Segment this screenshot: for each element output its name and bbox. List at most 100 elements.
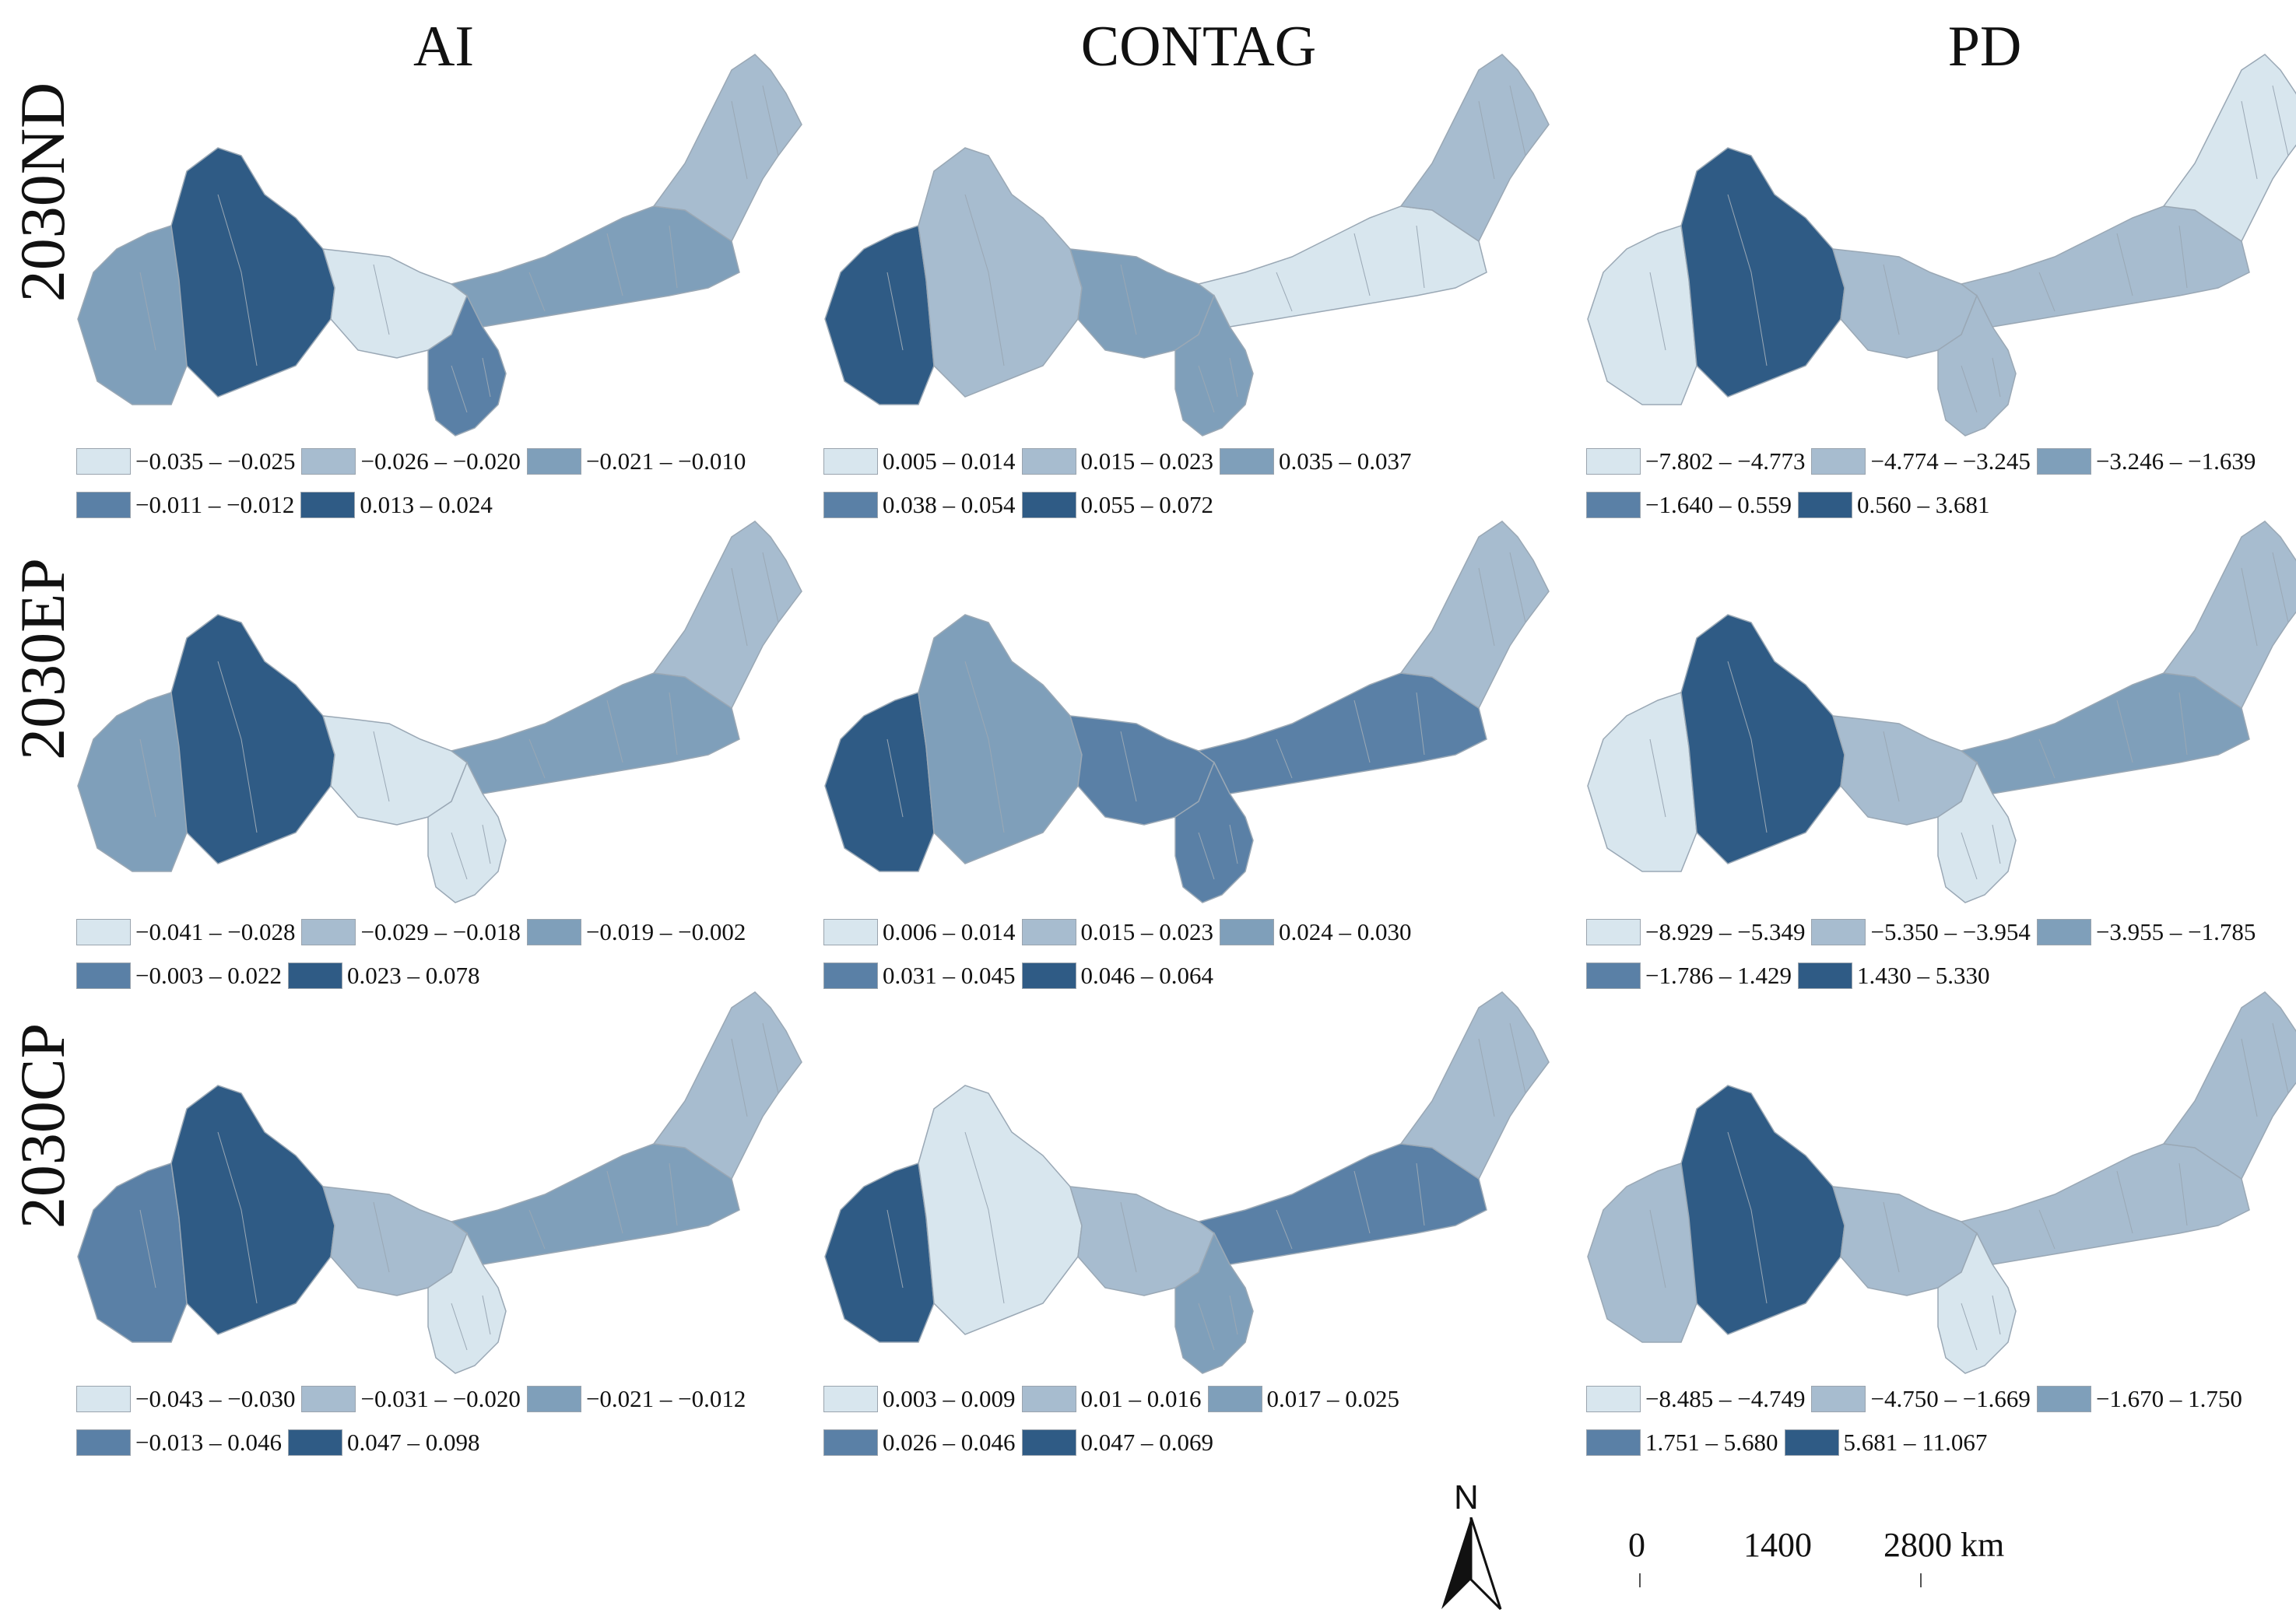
- district-boundary: [1416, 225, 1425, 289]
- choropleth-map: [77, 991, 802, 1374]
- legend-item: −0.021 – −0.012: [526, 1385, 746, 1413]
- legend-swatch: [1586, 963, 1641, 989]
- map-region-west-region: [1587, 692, 1697, 872]
- district-boundary: [2038, 738, 2056, 779]
- district-boundary: [217, 194, 258, 366]
- district-boundary: [964, 661, 1005, 833]
- legend-label: −4.750 – −1.669: [1870, 1385, 2031, 1412]
- legend-label: 0.026 – 0.046: [883, 1429, 1016, 1456]
- legend-label: −1.786 – 1.429: [1645, 962, 1792, 989]
- legend-item: 0.017 – 0.025: [1207, 1385, 1400, 1413]
- legend-label: −1.670 – 1.750: [2095, 1385, 2242, 1412]
- legend-row: 0.006 – 0.014 0.015 – 0.023 0.024 – 0.030: [823, 910, 1571, 954]
- legend-item: −0.003 – 0.022: [76, 962, 282, 990]
- district-boundary: [2116, 700, 2133, 763]
- district-boundary: [451, 832, 468, 880]
- legend-item: −3.955 – −1.785: [2036, 918, 2256, 946]
- map-region-south-lobe: [1937, 294, 2017, 437]
- choropleth-map: [824, 991, 1550, 1374]
- legend-row: −0.043 – −0.030 −0.031 – −0.020 −0.021 – −…: [76, 1377, 823, 1421]
- district-boundary: [669, 225, 678, 289]
- legend-item: 0.01 – 0.016: [1021, 1385, 1202, 1413]
- legend-label: 0.017 – 0.025: [1266, 1385, 1400, 1412]
- legend-item: 0.038 – 0.054: [823, 491, 1016, 519]
- legend-row: −0.041 – −0.028 −0.029 – −0.018 −0.019 – −…: [76, 910, 823, 954]
- district-boundary: [1276, 272, 1293, 312]
- district-boundary: [482, 824, 491, 864]
- legend-2030nd-ai: −0.035 – −0.025 −0.026 – −0.020 −0.021 – −…: [76, 440, 823, 527]
- map-region-east-band: [1960, 1143, 2250, 1265]
- legend-item: −0.026 – −0.020: [301, 447, 521, 475]
- district-boundary: [1229, 357, 1238, 398]
- legend-label: 0.055 – 0.072: [1080, 491, 1214, 518]
- legend-label: −0.031 – −0.020: [360, 1385, 521, 1412]
- district-boundary: [1276, 738, 1293, 779]
- district-boundary: [1883, 1201, 1900, 1273]
- district-boundary: [1727, 661, 1768, 833]
- legend-label: 0.047 – 0.069: [1080, 1429, 1214, 1456]
- legend-row: 0.031 – 0.045 0.046 – 0.064: [823, 954, 1571, 998]
- legend-row: 0.005 – 0.014 0.015 – 0.023 0.035 – 0.037: [823, 440, 1571, 483]
- legend-swatch: [526, 448, 581, 475]
- legend-swatch: [301, 448, 356, 475]
- district-boundary: [482, 1295, 491, 1335]
- legend-item: 0.024 – 0.030: [1220, 918, 1412, 946]
- legend-swatch: [301, 1386, 356, 1412]
- district-boundary: [2178, 1162, 2188, 1226]
- legend-swatch: [1021, 492, 1076, 518]
- map-region-northeast: [1399, 521, 1550, 710]
- legend-label: 0.031 – 0.045: [883, 962, 1016, 989]
- legend-label: −0.021 – −0.012: [585, 1385, 746, 1412]
- district-boundary: [451, 365, 468, 413]
- legend-item: −0.011 – −0.012: [76, 491, 294, 519]
- map-region-east-band: [450, 672, 740, 794]
- district-boundary: [1229, 1295, 1238, 1335]
- legend-label: 0.047 – 0.098: [346, 1429, 480, 1456]
- legend-swatch: [1797, 492, 1852, 518]
- legend-label: −0.021 – −0.010: [585, 447, 746, 475]
- district-boundary: [1478, 567, 1495, 647]
- district-boundary: [1649, 1209, 1666, 1289]
- legend-label: −1.640 – 0.559: [1645, 491, 1792, 518]
- district-boundary: [1416, 692, 1425, 756]
- legend-label: −3.246 – −1.639: [2095, 447, 2256, 475]
- district-boundary: [2116, 233, 2133, 296]
- legend-label: −0.043 – −0.030: [135, 1385, 296, 1412]
- legend-swatch: [1586, 448, 1641, 475]
- legend-swatch: [823, 1386, 878, 1412]
- map-region-south-lobe: [1174, 761, 1254, 903]
- map-region-south-lobe: [1174, 294, 1254, 437]
- map-region-north-xinjiang: [170, 1085, 335, 1335]
- district-boundary: [762, 552, 779, 623]
- district-boundary: [139, 738, 156, 818]
- legend-swatch: [823, 448, 878, 475]
- legend-swatch: [2036, 448, 2091, 475]
- map-region-north-xinjiang: [1680, 1085, 1845, 1335]
- legend-item: 0.035 – 0.037: [1220, 447, 1412, 475]
- legend-swatch: [823, 492, 878, 518]
- district-boundary: [669, 1162, 678, 1226]
- map-region-northeast: [1399, 54, 1550, 243]
- legend-swatch: [76, 919, 131, 945]
- legend-label: −0.013 – 0.046: [135, 1429, 282, 1456]
- map-panel-2030ep-ai: [62, 506, 809, 942]
- legend-2030ep-contag: 0.006 – 0.014 0.015 – 0.023 0.024 – 0.030 0…: [823, 910, 1571, 998]
- legend-swatch: [300, 492, 356, 518]
- district-boundary: [1961, 1303, 1978, 1351]
- map-region-east-band: [450, 205, 740, 328]
- legend-swatch: [1220, 919, 1274, 945]
- district-boundary: [2178, 225, 2188, 289]
- legend-row: 0.026 – 0.046 0.047 – 0.069: [823, 1421, 1571, 1464]
- legend-swatch: [1797, 963, 1852, 989]
- legend-row: −1.786 – 1.429 1.430 – 5.330: [1586, 954, 2296, 998]
- district-boundary: [964, 1131, 1005, 1304]
- legend-swatch: [287, 963, 342, 989]
- legend-label: 0.01 – 0.016: [1080, 1385, 1202, 1412]
- district-boundary: [2272, 552, 2289, 623]
- legend-item: −0.035 – −0.025: [76, 447, 295, 475]
- map-region-west-region: [77, 1162, 188, 1343]
- legend-label: −0.003 – 0.022: [135, 962, 282, 989]
- legend-swatch: [1811, 1386, 1866, 1412]
- legend-swatch: [1811, 919, 1866, 945]
- legend-swatch: [823, 963, 878, 989]
